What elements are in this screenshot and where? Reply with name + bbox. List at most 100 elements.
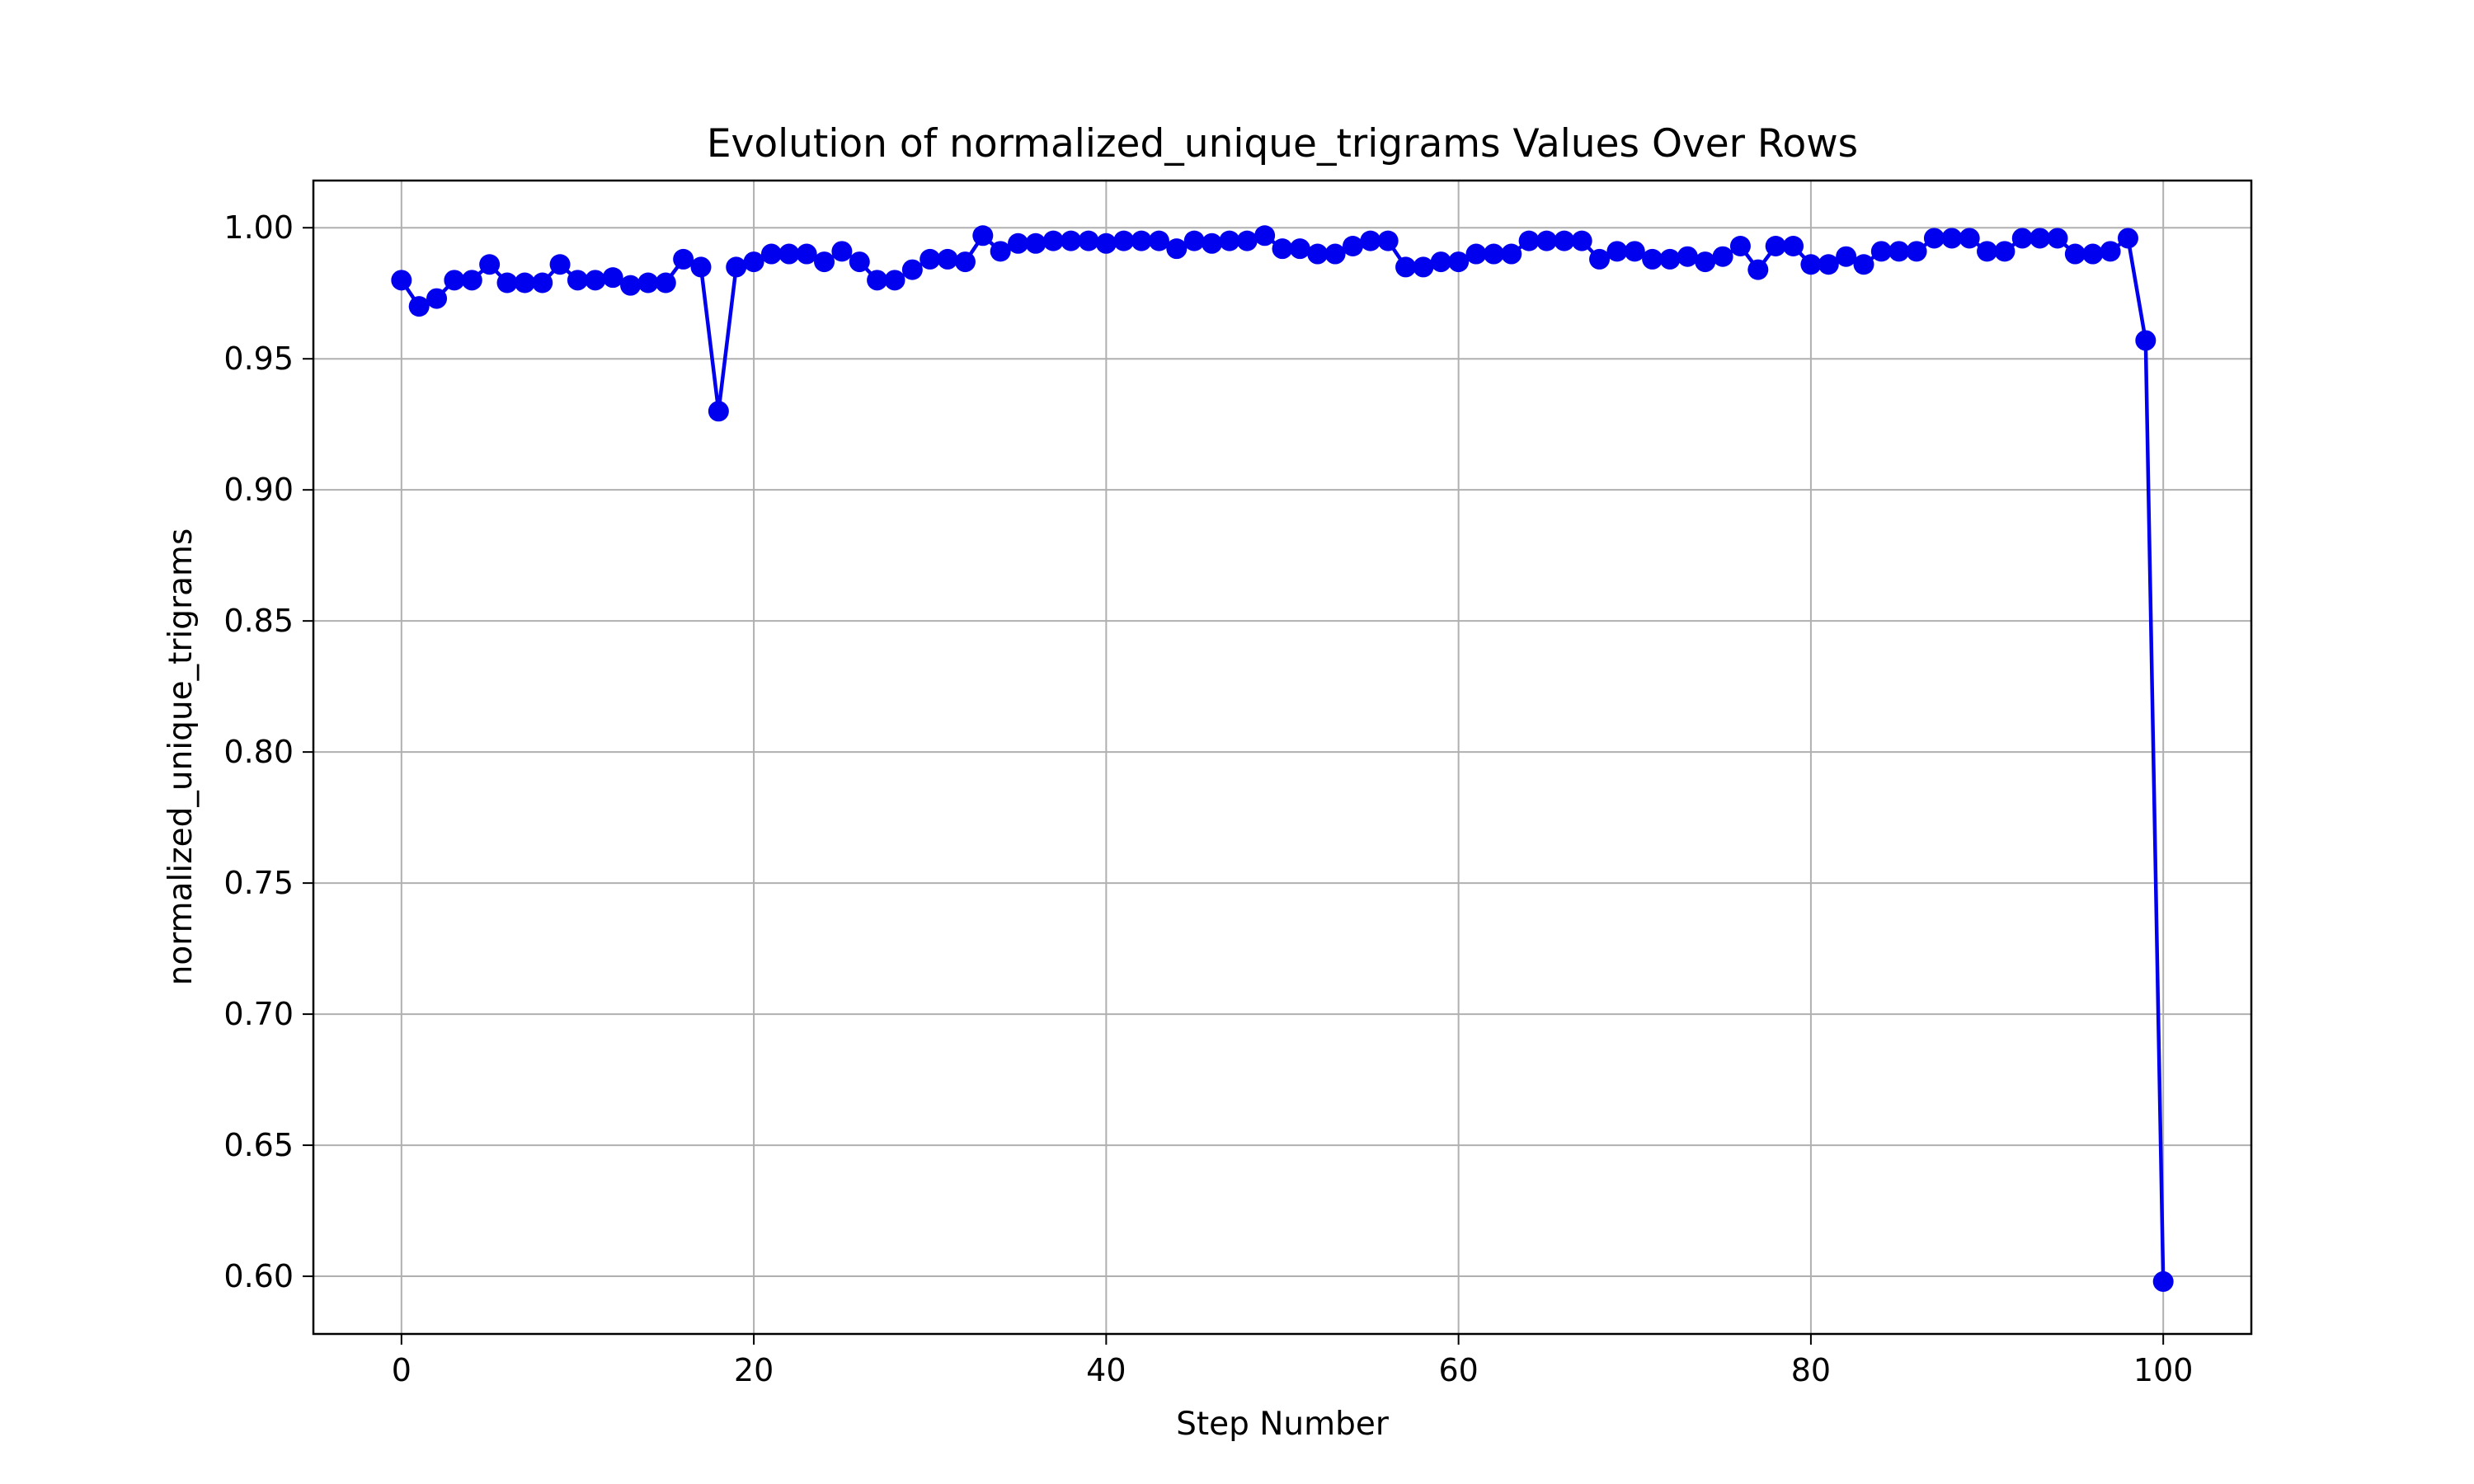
data-point [1307, 243, 1329, 265]
data-point [867, 270, 888, 291]
data-point [1342, 235, 1363, 256]
data-point [549, 254, 571, 275]
data-point [831, 241, 853, 262]
data-point [2152, 1270, 2174, 1292]
data-point [2135, 330, 2157, 351]
data-point [496, 272, 518, 294]
data-point [1448, 251, 1470, 273]
data-point [602, 267, 623, 289]
data-point [426, 288, 448, 309]
data-point [1818, 254, 1839, 275]
data-point [1183, 230, 1205, 251]
data-point [1906, 241, 1927, 262]
data-point [920, 248, 941, 270]
data-point [954, 251, 976, 273]
x-tick-label: 40 [1086, 1352, 1126, 1388]
data-point [1430, 251, 1451, 273]
data-point [1518, 230, 1540, 251]
data-point [2011, 228, 2033, 249]
data-point [1501, 243, 1522, 265]
data-point [408, 296, 430, 317]
y-tick-label: 0.75 [223, 865, 294, 901]
data-point [637, 272, 659, 294]
data-point [937, 248, 958, 270]
data-point [760, 243, 782, 265]
x-tick-label: 20 [734, 1352, 774, 1388]
data-point [1959, 228, 1980, 249]
data-point [1483, 243, 1504, 265]
data-point [1783, 235, 1804, 256]
data-point [849, 251, 870, 273]
axis-ticks [303, 227, 2165, 1345]
data-point [1113, 230, 1135, 251]
data-point [532, 272, 553, 294]
data-point [972, 225, 994, 247]
chart-title: Evolution of normalized_unique_trigrams … [707, 121, 1858, 167]
data-point [708, 401, 729, 422]
data-point [1729, 235, 1751, 256]
data-point [1870, 241, 1892, 262]
data-point [585, 270, 606, 291]
data-point [514, 272, 535, 294]
data-point [1589, 248, 1611, 270]
x-tick-label: 80 [1791, 1352, 1831, 1388]
data-point [990, 241, 1011, 262]
data-point [1395, 256, 1417, 278]
data-point [1413, 256, 1434, 278]
data-point [1078, 230, 1099, 251]
data-point [1923, 228, 1945, 249]
data-point [778, 243, 800, 265]
data-point [1554, 230, 1575, 251]
y-tick-label: 1.00 [223, 209, 294, 246]
data-point [1800, 254, 1822, 275]
data-point [1836, 246, 1857, 267]
data-point [655, 272, 676, 294]
data-point [814, 251, 835, 273]
x-tick-label: 100 [2133, 1352, 2194, 1388]
data-point [1747, 259, 1769, 280]
data-point [2047, 228, 2068, 249]
data-point [1377, 230, 1399, 251]
y-tick-label: 0.90 [223, 472, 294, 508]
data-point [1677, 246, 1698, 267]
data-point [743, 251, 764, 273]
y-tick-label: 0.65 [223, 1127, 294, 1163]
data-point [1148, 230, 1169, 251]
data-point [391, 270, 412, 291]
data-point [1994, 241, 2015, 262]
data-point [1624, 241, 1645, 262]
data-point [1025, 232, 1047, 254]
data-point [796, 243, 817, 265]
data-point [461, 270, 482, 291]
data-point [1202, 232, 1223, 254]
data-point [690, 256, 712, 278]
data-point [1236, 230, 1258, 251]
y-tick-label: 0.85 [223, 603, 294, 639]
data-point [884, 270, 905, 291]
y-tick-label: 0.80 [223, 734, 294, 770]
data-point [1888, 241, 1910, 262]
data-point [1324, 243, 1346, 265]
data-point [1853, 254, 1874, 275]
y-tick-label: 0.60 [223, 1258, 294, 1294]
y-tick-label: 0.95 [223, 340, 294, 377]
data-point [2030, 228, 2051, 249]
x-tick-label: 0 [392, 1352, 412, 1388]
data-point [1272, 238, 1293, 260]
data-point [2100, 241, 2121, 262]
data-point [1166, 238, 1188, 260]
data-point [567, 270, 588, 291]
data-point [2064, 243, 2086, 265]
data-point [1360, 230, 1381, 251]
data-point [1254, 225, 1276, 247]
data-point [726, 256, 747, 278]
data-point [1642, 248, 1663, 270]
data-point [1219, 230, 1240, 251]
plot-frame [312, 179, 2253, 1336]
x-axis-label: Step Number [1176, 1406, 1390, 1443]
data-point [1042, 230, 1064, 251]
data-point [673, 248, 694, 270]
data-point [1712, 246, 1733, 267]
